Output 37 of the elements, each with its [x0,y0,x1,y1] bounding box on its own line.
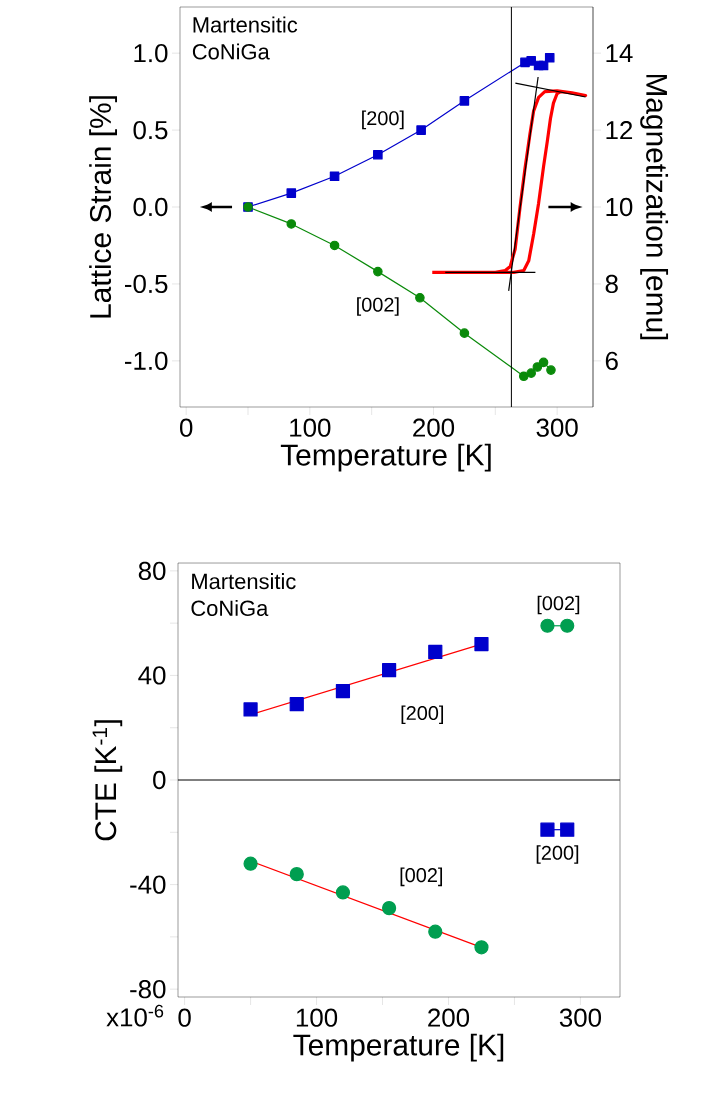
y-tick-label: -80 [130,979,166,999]
series-label: [200] [362,110,404,130]
x-tick-label: 0 [178,1008,191,1027]
y-axis-title: Lattice Strain [%] [89,96,118,318]
text: x10$^{-6}$ [106,1004,164,1027]
series-label: [002] [357,297,399,316]
y-tick-label: -40 [130,875,166,894]
x-tick-label: 200 [428,1008,470,1027]
y-tick-label: -1.0 [125,351,168,371]
y-tick-label: -0.5 [125,274,168,294]
x-tick-label: 300 [536,418,578,437]
annotation: Martensitic CoNiGa [192,16,298,60]
y2-axis-title: Magnetization [emu] [640,74,669,340]
y-tick-label: 1.0 [134,43,168,63]
y2-tick-label: 10 [606,197,633,217]
x-tick-label: 100 [296,1008,338,1027]
y2-tick-label: 14 [606,44,633,63]
y-axis-title: CTE [K$^{-1}$] [92,720,123,841]
x-tick-label: 300 [559,1008,602,1027]
x-axis-title: Temperature [K] [280,443,491,472]
y-tick-label: 80 [138,561,166,581]
y-tick-label: 0 [153,770,166,790]
series-label: [002] [400,867,443,887]
y-tick-label: 0.0 [133,197,168,217]
x-tick-label: 200 [413,418,455,437]
series-label: [200] [536,845,579,864]
annotation: Martensitic CoNiGa [191,573,296,617]
y-tick-label: 40 [138,666,166,685]
x-tick-label: 100 [290,418,331,437]
y2-tick-label: 12 [606,121,633,140]
y2-tick-label: 6 [605,351,618,371]
series-label: [200] [401,705,444,725]
y-tick-label: 0.5 [133,120,168,140]
y2-tick-label: 8 [605,274,618,294]
series-label: [002] [537,595,580,615]
x-axis-title: Temperature [K] [293,1033,504,1062]
x-tick-label: 0 [180,418,193,437]
